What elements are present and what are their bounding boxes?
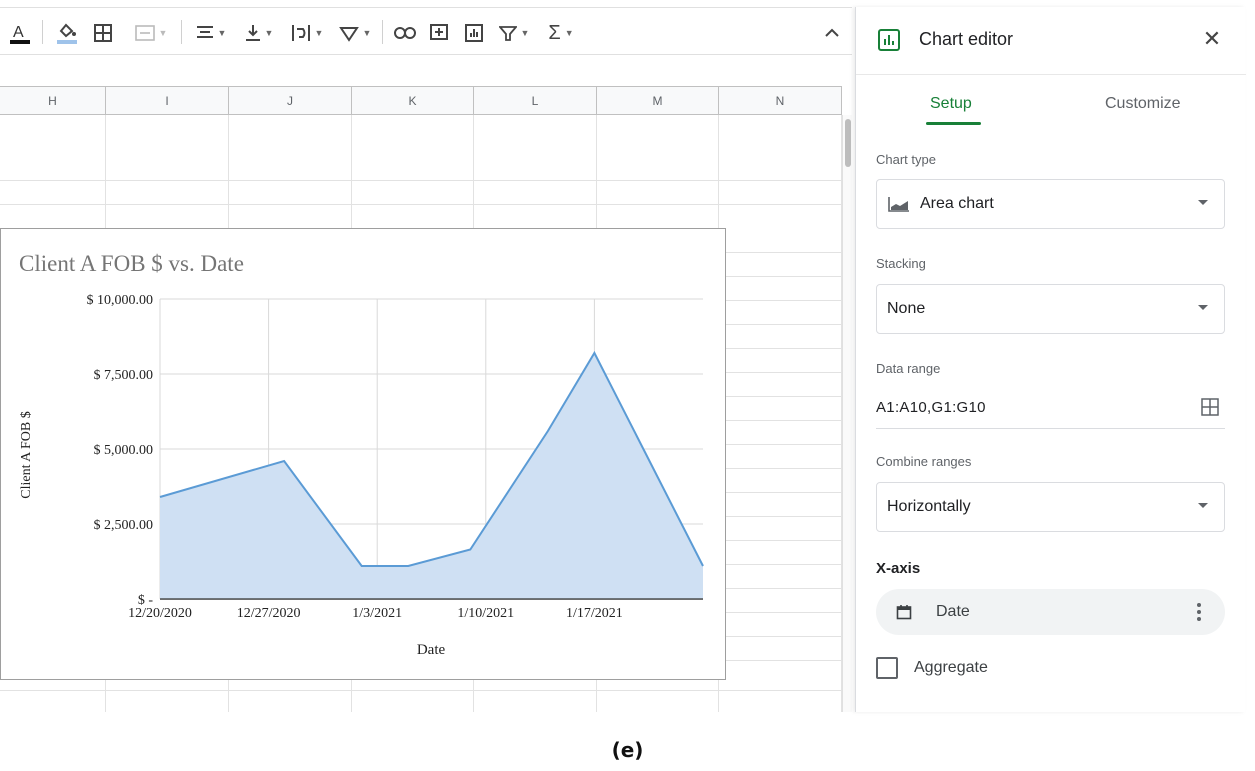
- chart-canvas: Client A FOB $ vs. Date Date Client A FO…: [19, 251, 704, 658]
- column-header-m[interactable]: M: [597, 87, 719, 115]
- area-chart-icon: [888, 197, 909, 212]
- chevron-down-icon: [1198, 305, 1208, 310]
- chart-type-dropdown[interactable]: Area chart: [876, 179, 1225, 229]
- insert-chart-icon[interactable]: [462, 20, 486, 46]
- aggregate-checkbox[interactable]: [876, 657, 898, 679]
- svg-text:A: A: [13, 24, 24, 41]
- insert-link-icon[interactable]: [393, 20, 417, 46]
- close-icon[interactable]: ✕: [1202, 26, 1222, 51]
- column-header-k[interactable]: K: [352, 87, 474, 115]
- text-wrapping-icon[interactable]: ▼: [287, 20, 327, 46]
- scrollbar-thumb[interactable]: [845, 119, 851, 167]
- merge-cells-icon[interactable]: ▼: [128, 20, 174, 46]
- x-axis-section-label: X-axis: [876, 560, 921, 577]
- figure-caption: (e): [611, 738, 644, 762]
- data-range-value[interactable]: A1:A10,G1:G10: [876, 399, 986, 416]
- select-range-icon[interactable]: [1201, 398, 1219, 416]
- collapse-toolbar-icon[interactable]: [822, 20, 842, 46]
- y-axis-label: Client A FOB $: [19, 411, 34, 499]
- tab-setup[interactable]: Setup: [930, 95, 972, 112]
- area-series-fill: [160, 353, 703, 599]
- x-axis-series-chip[interactable]: Date: [876, 589, 1225, 635]
- more-options-icon[interactable]: [1197, 601, 1201, 623]
- filter-icon[interactable]: ▼: [497, 20, 531, 46]
- column-header-row: H I J K L M N: [0, 86, 842, 115]
- fill-color-icon[interactable]: [55, 20, 79, 46]
- x-tick-label: 12/20/2020: [128, 606, 192, 621]
- calendar-icon: [896, 605, 912, 620]
- stacking-value: None: [887, 300, 926, 317]
- data-range-label: Data range: [876, 361, 941, 376]
- x-axis-value: Date: [936, 603, 970, 620]
- stacking-label: Stacking: [876, 256, 926, 271]
- chart-editor-icon: [878, 29, 900, 51]
- area-series-line: [159, 350, 704, 567]
- column-header-h[interactable]: H: [0, 87, 106, 115]
- vertical-scrollbar[interactable]: [842, 115, 852, 712]
- column-header-l[interactable]: L: [474, 87, 597, 115]
- chart-editor-panel: Chart editor ✕ Setup Customize Chart typ…: [855, 7, 1246, 712]
- y-tick-label: $ 10,000.00: [87, 293, 154, 308]
- column-header-n[interactable]: N: [719, 87, 842, 115]
- functions-icon[interactable]: Σ ▼: [548, 21, 574, 44]
- column-header-i[interactable]: I: [106, 87, 229, 115]
- y-tick-label: $ -: [138, 593, 154, 608]
- x-tick-label: 1/17/2021: [566, 606, 623, 621]
- combine-ranges-value: Horizontally: [887, 498, 971, 515]
- insert-comment-icon[interactable]: [427, 20, 451, 46]
- vertical-align-icon[interactable]: ▼: [240, 20, 278, 46]
- combine-ranges-label: Combine ranges: [876, 454, 972, 469]
- text-color-icon[interactable]: A: [8, 20, 32, 46]
- horizontal-align-icon[interactable]: ▼: [196, 26, 227, 38]
- x-axis-label: Date: [417, 642, 446, 658]
- combine-ranges-dropdown[interactable]: Horizontally: [876, 482, 1225, 532]
- chevron-down-icon: [1198, 503, 1208, 508]
- formatting-toolbar: A ▼ ▼ ▼ ▼ ▼ ▼ Σ ▼: [0, 7, 852, 55]
- y-tick-label: $ 7,500.00: [94, 368, 154, 383]
- panel-header: Chart editor ✕: [856, 7, 1246, 75]
- chevron-down-icon: [1198, 200, 1208, 205]
- x-tick-label: 1/10/2021: [457, 606, 514, 621]
- stacking-dropdown[interactable]: None: [876, 284, 1225, 334]
- chart-title: Client A FOB $ vs. Date: [19, 251, 244, 276]
- area-chart[interactable]: Client A FOB $ vs. Date Date Client A FO…: [0, 228, 726, 680]
- column-header-j[interactable]: J: [229, 87, 352, 115]
- chart-type-value: Area chart: [920, 195, 994, 212]
- x-tick-label: 12/27/2020: [237, 606, 301, 621]
- active-tab-indicator: [926, 122, 981, 125]
- aggregate-label: Aggregate: [914, 659, 988, 676]
- tab-customize[interactable]: Customize: [1105, 95, 1181, 112]
- x-tick-label: 1/3/2021: [352, 606, 402, 621]
- y-tick-label: $ 2,500.00: [94, 518, 154, 533]
- panel-title: Chart editor: [919, 29, 1014, 49]
- chart-type-label: Chart type: [876, 152, 936, 167]
- data-range-field[interactable]: A1:A10,G1:G10: [876, 393, 1225, 429]
- text-rotation-icon[interactable]: ▼: [336, 20, 374, 46]
- y-tick-label: $ 5,000.00: [94, 443, 154, 458]
- borders-icon[interactable]: [92, 20, 114, 46]
